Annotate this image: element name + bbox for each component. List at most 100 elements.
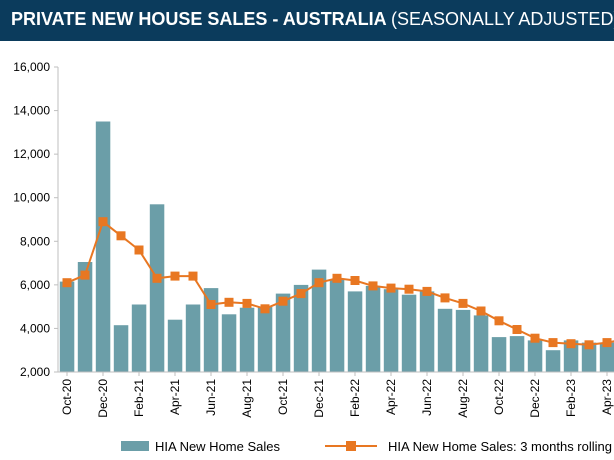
x-tick-label: Feb-22 xyxy=(348,379,362,417)
bar-Oct-20 xyxy=(59,281,75,372)
y-tick-label: 16,000 xyxy=(13,60,50,74)
line-marker-Feb-21 xyxy=(134,245,144,255)
bar-Nov-21 xyxy=(293,284,309,372)
bar-Dec-21 xyxy=(311,269,327,372)
line-marker-May-22 xyxy=(404,284,414,294)
bar-Oct-22 xyxy=(491,337,507,372)
bar-series xyxy=(59,121,614,373)
x-tick-label: Apr-23 xyxy=(600,379,614,415)
line-marker-Jan-22 xyxy=(332,273,342,283)
bar-Apr-23 xyxy=(599,342,614,372)
bar-May-22 xyxy=(401,294,417,372)
bar-Oct-21 xyxy=(275,293,291,372)
bar-Apr-22 xyxy=(383,289,399,372)
x-tick-label: Oct-21 xyxy=(276,379,290,415)
line-marker-Apr-21 xyxy=(170,271,180,281)
line-marker-Jan-23 xyxy=(548,338,558,348)
y-tick-label: 6,000 xyxy=(20,278,50,292)
chart-title-main: PRIVATE NEW HOUSE SALES - AUSTRALIA xyxy=(11,9,387,29)
line-marker-Apr-23 xyxy=(602,338,612,348)
line-marker-Feb-23 xyxy=(566,339,576,349)
bar-Sep-21 xyxy=(257,306,273,372)
x-tick-label: Apr-21 xyxy=(168,379,182,415)
y-tick-label: 4,000 xyxy=(20,321,50,335)
line-marker-Sep-22 xyxy=(476,306,486,316)
legend-line-marker xyxy=(346,441,356,451)
bar-Jun-21 xyxy=(203,288,219,372)
line-marker-Nov-22 xyxy=(512,325,522,334)
bar-Aug-22 xyxy=(455,309,471,372)
line-marker-Nov-21 xyxy=(296,289,306,299)
bar-Mar-23 xyxy=(581,342,597,372)
chart-title-bar: PRIVATE NEW HOUSE SALES - AUSTRALIA (SEA… xyxy=(0,0,614,41)
chart-title: PRIVATE NEW HOUSE SALES - AUSTRALIA (SEA… xyxy=(11,9,614,30)
sales-chart: 2,000 4,000 6,000 8,000 10,000 12,000 14,000 16… xyxy=(13,60,614,454)
line-marker-Dec-21 xyxy=(314,278,324,288)
x-tick-label: Dec-21 xyxy=(312,379,326,418)
y-tick-label: 2,000 xyxy=(20,365,50,379)
legend-bar-label: HIA New Home Sales xyxy=(155,439,280,454)
line-marker-Oct-20 xyxy=(62,278,72,288)
bar-Nov-20 xyxy=(77,262,93,372)
bar-Nov-22 xyxy=(509,336,525,372)
line-marker-Jul-22 xyxy=(440,293,450,303)
line-marker-Jun-21 xyxy=(206,300,216,309)
y-tick-label: 14,000 xyxy=(13,104,50,118)
y-tick-label: 8,000 xyxy=(20,234,50,248)
chart-legend: HIA New Home Sales HIA New Home Sales: 3… xyxy=(121,439,612,454)
bar-Feb-23 xyxy=(563,340,579,372)
bar-Feb-22 xyxy=(347,291,363,372)
line-marker-Jul-21 xyxy=(224,297,234,307)
chart-axes xyxy=(57,67,614,373)
y-tick-label: 10,000 xyxy=(13,191,50,205)
line-marker-Apr-22 xyxy=(386,283,396,293)
bar-Jul-21 xyxy=(221,314,237,372)
line-marker-May-21 xyxy=(188,271,198,281)
x-tick-label: Jun-22 xyxy=(420,379,434,416)
x-tick-label: Aug-22 xyxy=(456,379,470,418)
x-tick-label: Jun-21 xyxy=(204,379,218,416)
x-tick-label: Apr-22 xyxy=(384,379,398,415)
line-marker-Sep-21 xyxy=(260,304,270,314)
x-tick-label: Dec-20 xyxy=(96,379,110,418)
bar-Jul-22 xyxy=(437,308,453,372)
bar-Aug-21 xyxy=(239,307,255,372)
bar-Jan-21 xyxy=(113,325,129,372)
line-marker-Jan-21 xyxy=(116,231,126,241)
line-marker-Dec-20 xyxy=(98,217,108,227)
bar-Mar-22 xyxy=(365,285,381,372)
bar-Jan-22 xyxy=(329,279,345,372)
bar-May-21 xyxy=(185,304,201,372)
x-tick-label: Dec-22 xyxy=(528,379,542,418)
line-marker-Feb-22 xyxy=(350,276,360,285)
line-marker-Aug-21 xyxy=(242,298,252,308)
x-tick-label: Aug-21 xyxy=(240,379,254,418)
line-marker-Nov-20 xyxy=(80,270,90,280)
line-marker-Dec-22 xyxy=(530,333,540,343)
line-marker-Jun-22 xyxy=(422,286,432,296)
chart-title-sub: (SEASONALLY ADJUSTED) xyxy=(391,9,614,29)
legend-bar-swatch xyxy=(121,441,149,451)
line-marker-Oct-21 xyxy=(278,296,288,306)
x-tick-label: Feb-21 xyxy=(132,379,146,417)
x-tick-label: Oct-22 xyxy=(492,379,506,415)
bar-Apr-21 xyxy=(167,319,183,372)
bar-Mar-21 xyxy=(149,204,165,373)
bar-Jan-23 xyxy=(545,350,561,372)
x-tick-label: Feb-23 xyxy=(564,379,578,417)
line-marker-Mar-23 xyxy=(584,340,594,350)
bar-Dec-20 xyxy=(95,121,111,372)
y-tick-label: 12,000 xyxy=(13,147,50,161)
line-marker-Mar-21 xyxy=(152,273,162,283)
bar-Feb-21 xyxy=(131,304,147,372)
x-axis-ticks: Oct-20 Dec-20 Feb-21 Apr-21 Jun-21 Aug-21 Oct-… xyxy=(60,372,614,418)
line-marker-Mar-22 xyxy=(368,281,378,291)
x-tick-label: Oct-20 xyxy=(60,379,74,415)
line-marker-Aug-22 xyxy=(458,298,468,308)
line-marker-Oct-22 xyxy=(494,316,504,326)
rolling-line-series xyxy=(62,217,614,350)
bar-Sep-22 xyxy=(473,315,489,372)
bar-Dec-22 xyxy=(527,340,543,372)
legend-line-label: HIA New Home Sales: 3 months rolling xyxy=(388,439,612,454)
bar-Jun-22 xyxy=(419,291,435,372)
